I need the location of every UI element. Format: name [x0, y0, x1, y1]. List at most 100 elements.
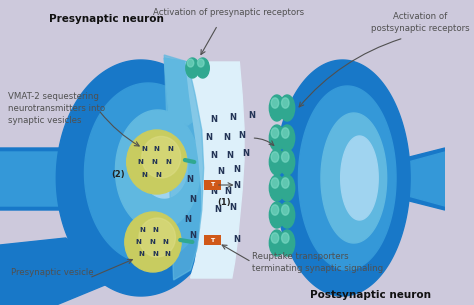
- Ellipse shape: [271, 128, 279, 138]
- Ellipse shape: [198, 59, 204, 67]
- Text: N: N: [242, 149, 249, 157]
- Polygon shape: [56, 60, 225, 296]
- Text: (1): (1): [218, 198, 231, 207]
- Text: N: N: [217, 167, 224, 177]
- Text: N: N: [142, 172, 147, 178]
- Ellipse shape: [280, 202, 295, 228]
- Text: Activation of
postsynaptic receptors: Activation of postsynaptic receptors: [371, 12, 470, 33]
- Text: N: N: [186, 175, 193, 185]
- Circle shape: [125, 212, 181, 272]
- Ellipse shape: [269, 230, 284, 256]
- Bar: [204, 180, 220, 190]
- Text: N: N: [233, 181, 240, 189]
- Ellipse shape: [282, 178, 289, 188]
- Ellipse shape: [280, 230, 295, 256]
- Ellipse shape: [269, 175, 284, 201]
- Ellipse shape: [282, 205, 289, 215]
- Circle shape: [139, 218, 175, 257]
- Text: N: N: [274, 157, 281, 167]
- Text: VMAT-2 sequestering
neurotransmitters into
synaptic vesicles: VMAT-2 sequestering neurotransmitters in…: [8, 92, 105, 125]
- Ellipse shape: [271, 152, 279, 162]
- Polygon shape: [0, 152, 68, 206]
- Ellipse shape: [282, 152, 289, 162]
- Ellipse shape: [196, 58, 210, 78]
- Text: N: N: [233, 166, 240, 174]
- Polygon shape: [321, 113, 387, 243]
- Text: N: N: [238, 131, 246, 141]
- Text: N: N: [140, 227, 146, 233]
- Polygon shape: [408, 152, 445, 206]
- Text: N: N: [210, 188, 218, 196]
- Text: N: N: [233, 235, 240, 245]
- Ellipse shape: [271, 178, 279, 188]
- Text: (2): (2): [111, 170, 125, 179]
- Text: N: N: [225, 188, 232, 196]
- Text: Presynaptic vesicle: Presynaptic vesicle: [11, 268, 94, 277]
- Ellipse shape: [280, 95, 295, 121]
- Text: N: N: [162, 239, 168, 245]
- Text: N: N: [164, 251, 170, 257]
- Polygon shape: [116, 110, 200, 230]
- Ellipse shape: [269, 125, 284, 151]
- Polygon shape: [341, 136, 378, 220]
- Text: N: N: [142, 146, 147, 152]
- Polygon shape: [164, 55, 204, 280]
- Text: Presynaptic neuron: Presynaptic neuron: [49, 14, 164, 24]
- Ellipse shape: [280, 125, 295, 151]
- Text: N: N: [149, 239, 155, 245]
- Polygon shape: [299, 86, 396, 270]
- Bar: [204, 235, 220, 245]
- Polygon shape: [186, 62, 244, 278]
- Text: N: N: [184, 216, 191, 224]
- Ellipse shape: [282, 233, 289, 243]
- Ellipse shape: [280, 149, 295, 175]
- Polygon shape: [405, 148, 445, 210]
- Text: N: N: [137, 159, 143, 165]
- Text: N: N: [189, 196, 196, 204]
- Ellipse shape: [282, 128, 289, 138]
- Text: Reuptake transporters
terminating synaptic signaling: Reuptake transporters terminating synapt…: [252, 252, 383, 273]
- Text: N: N: [227, 150, 233, 160]
- Polygon shape: [84, 83, 212, 263]
- Text: Activation of presynaptic receptors: Activation of presynaptic receptors: [154, 8, 305, 17]
- Text: N: N: [153, 227, 159, 233]
- Text: N: N: [165, 159, 171, 165]
- Polygon shape: [0, 148, 75, 210]
- Text: N: N: [155, 172, 162, 178]
- Text: N: N: [152, 251, 158, 257]
- Ellipse shape: [269, 95, 284, 121]
- Text: N: N: [167, 146, 173, 152]
- Text: T: T: [210, 238, 214, 242]
- Text: N: N: [248, 110, 255, 120]
- Text: N: N: [229, 113, 236, 123]
- Ellipse shape: [282, 98, 289, 108]
- Ellipse shape: [271, 205, 279, 215]
- Text: N: N: [139, 251, 145, 257]
- Circle shape: [127, 130, 187, 194]
- Ellipse shape: [187, 59, 194, 67]
- Ellipse shape: [271, 98, 279, 108]
- Ellipse shape: [280, 175, 295, 201]
- Text: N: N: [274, 135, 281, 145]
- Text: N: N: [135, 239, 141, 245]
- Ellipse shape: [269, 149, 284, 175]
- Ellipse shape: [271, 233, 279, 243]
- Polygon shape: [141, 134, 188, 198]
- Text: Postsynaptic neuron: Postsynaptic neuron: [310, 290, 431, 300]
- Text: T: T: [210, 182, 214, 188]
- Text: N: N: [214, 206, 221, 214]
- Text: N: N: [205, 134, 212, 142]
- Circle shape: [142, 136, 181, 178]
- Ellipse shape: [186, 58, 199, 78]
- Text: N: N: [189, 231, 196, 239]
- Polygon shape: [275, 60, 410, 296]
- Text: N: N: [229, 203, 236, 213]
- Text: N: N: [210, 116, 218, 124]
- Ellipse shape: [269, 202, 284, 228]
- Text: N: N: [210, 150, 218, 160]
- Text: N: N: [224, 134, 231, 142]
- Text: N: N: [154, 146, 160, 152]
- Polygon shape: [164, 58, 205, 125]
- Text: N: N: [151, 159, 157, 165]
- Polygon shape: [0, 238, 127, 305]
